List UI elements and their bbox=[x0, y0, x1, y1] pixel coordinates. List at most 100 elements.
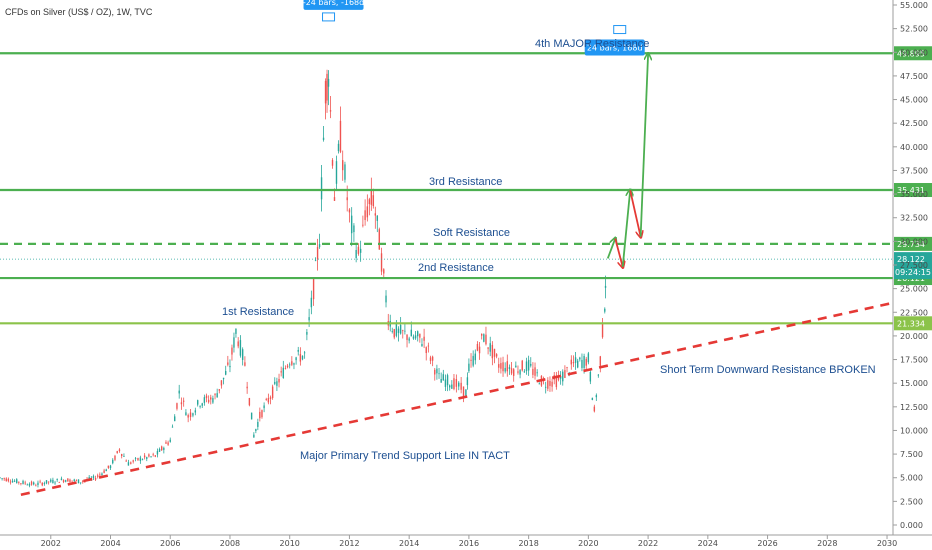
y-tick-label: 50.000 bbox=[900, 48, 928, 57]
candle-body bbox=[538, 383, 540, 385]
candle-body bbox=[205, 395, 208, 399]
candle-body bbox=[156, 450, 159, 455]
candle-body bbox=[559, 376, 562, 379]
candle-body bbox=[114, 455, 116, 460]
candle-body bbox=[419, 333, 421, 338]
candle-body bbox=[174, 416, 176, 422]
y-tick-label: 32.500 bbox=[900, 214, 928, 223]
candle-body bbox=[92, 475, 95, 479]
candle-body bbox=[530, 363, 532, 366]
candle-body bbox=[397, 328, 400, 333]
candle-body bbox=[402, 330, 404, 332]
candle-body bbox=[45, 480, 48, 484]
candle-body bbox=[286, 365, 289, 368]
candle-body bbox=[564, 370, 566, 378]
candle-body bbox=[178, 390, 180, 394]
candle-body bbox=[137, 457, 139, 461]
candle-body bbox=[460, 382, 462, 390]
candle-body bbox=[280, 371, 282, 373]
candle-body bbox=[189, 412, 192, 418]
y-tick-label: 7.500 bbox=[900, 450, 923, 459]
candle-body bbox=[517, 371, 519, 373]
x-tick-label: 2012 bbox=[339, 539, 359, 548]
candle-body bbox=[583, 356, 585, 368]
candle-body bbox=[310, 297, 313, 308]
level-price-tag bbox=[894, 236, 932, 251]
candle-body bbox=[216, 393, 218, 398]
candle-body bbox=[182, 400, 185, 402]
range-marker-icon bbox=[322, 12, 336, 22]
candle-body bbox=[67, 478, 69, 482]
candle-body bbox=[491, 344, 494, 359]
candle-body bbox=[43, 483, 46, 485]
candle-body bbox=[62, 479, 65, 483]
projection-up-arrow bbox=[606, 239, 615, 259]
candle-body bbox=[525, 361, 528, 372]
candle-body bbox=[572, 362, 575, 364]
trendline-layer bbox=[20, 301, 894, 497]
candle-body bbox=[440, 379, 442, 383]
candle-body bbox=[146, 457, 148, 459]
candle-body bbox=[465, 389, 467, 396]
candle-body bbox=[18, 481, 20, 483]
candle-body bbox=[355, 250, 357, 259]
candle-body bbox=[239, 340, 242, 356]
candle-body bbox=[393, 329, 395, 338]
candle-body bbox=[446, 375, 449, 386]
y-tick-label: 17.500 bbox=[900, 356, 928, 365]
candle-body bbox=[28, 483, 31, 486]
candle-body bbox=[73, 479, 75, 481]
candle-body bbox=[374, 213, 377, 216]
y-tick-label: 40.000 bbox=[900, 143, 928, 152]
candle-body bbox=[495, 354, 498, 357]
level-price-tag bbox=[894, 316, 932, 331]
candle-body bbox=[127, 462, 130, 466]
candle-body bbox=[448, 385, 451, 388]
x-tick-label: 2026 bbox=[757, 539, 777, 548]
candle-body bbox=[271, 386, 274, 398]
candle-body bbox=[391, 330, 393, 332]
candle-body bbox=[167, 442, 169, 445]
candle-body bbox=[94, 478, 97, 480]
candle-body bbox=[404, 330, 406, 332]
candle-body bbox=[489, 343, 491, 352]
candle-body bbox=[451, 384, 453, 389]
candle-body bbox=[604, 308, 606, 312]
candle-body bbox=[320, 177, 323, 200]
candle-body bbox=[312, 278, 315, 300]
candle-body bbox=[515, 365, 517, 368]
candle-body bbox=[259, 411, 261, 419]
candle-body bbox=[246, 386, 248, 389]
candle-body bbox=[383, 269, 385, 274]
candle-body bbox=[5, 478, 7, 482]
y-tick-label: 0.000 bbox=[900, 521, 923, 530]
current-price-tag bbox=[894, 252, 932, 280]
projection-arrows bbox=[606, 54, 648, 267]
candle-body bbox=[314, 260, 317, 262]
candle-body bbox=[462, 386, 465, 397]
candle-body bbox=[41, 482, 43, 486]
candle-body bbox=[368, 199, 371, 205]
candle-body bbox=[366, 206, 369, 218]
candle-body bbox=[118, 449, 121, 452]
candle-body bbox=[56, 478, 58, 480]
candle-body bbox=[429, 357, 432, 361]
candle-body bbox=[476, 343, 479, 351]
x-tick-label: 2016 bbox=[459, 539, 479, 548]
candle-body bbox=[508, 367, 511, 370]
candle-body bbox=[342, 160, 344, 171]
candle-body bbox=[255, 429, 257, 432]
candle-body bbox=[362, 224, 364, 226]
candle-body bbox=[493, 348, 496, 357]
level-price-label: 35.431 bbox=[897, 186, 925, 195]
candle-body bbox=[466, 377, 469, 386]
candle-body bbox=[597, 374, 600, 376]
candle-body bbox=[125, 460, 127, 462]
candle-body bbox=[13, 480, 16, 482]
candle-body bbox=[555, 376, 558, 388]
candle-body bbox=[71, 480, 73, 482]
candle-body bbox=[163, 447, 165, 450]
y-tick-label: 27.500 bbox=[900, 261, 928, 270]
